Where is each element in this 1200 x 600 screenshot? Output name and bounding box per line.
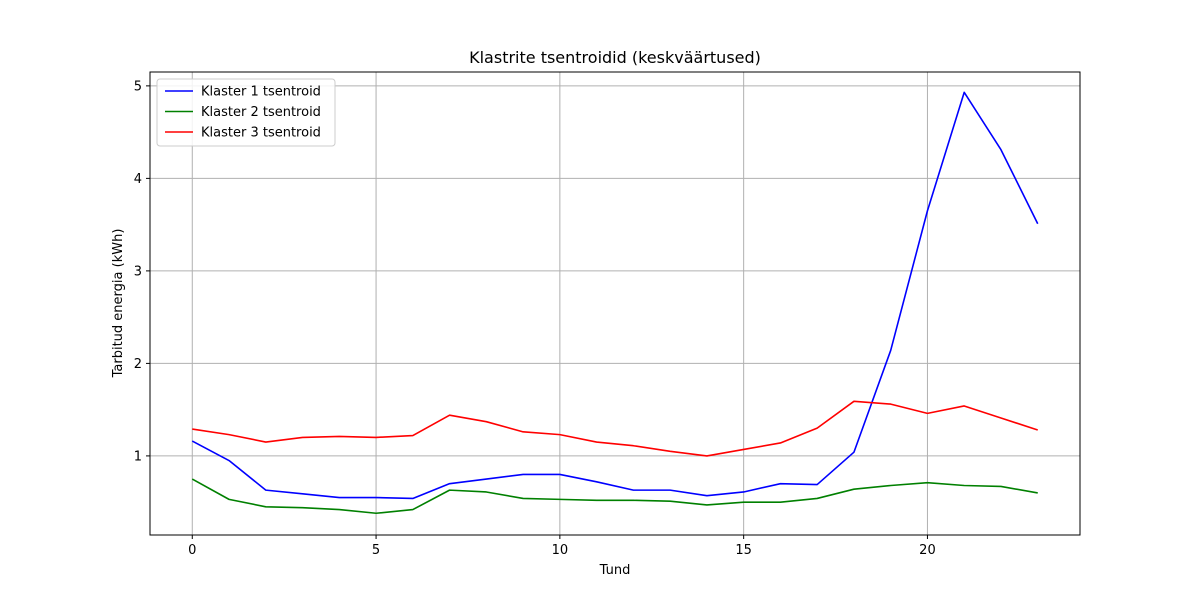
- y-tick-label: 4: [134, 172, 142, 187]
- x-tick-label: 0: [188, 543, 196, 558]
- y-tick-label: 1: [134, 449, 142, 464]
- x-tick-label: 10: [552, 543, 569, 558]
- legend-label-klaster-1: Klaster 1 tsentroid: [201, 85, 321, 100]
- x-tick-label: 20: [919, 543, 936, 558]
- y-axis-title: Tarbitud energia (kWh): [111, 229, 126, 379]
- y-tick-label: 2: [134, 357, 142, 372]
- series-line-klaster-3: [192, 400, 1038, 457]
- x-axis-ticks: 0 5 10 15 20: [188, 535, 936, 558]
- chart-title: Klastrite tsentroidid (keskväärtused): [469, 48, 761, 67]
- legend-box: [156, 78, 336, 147]
- legend-label-klaster-3: Klaster 3 tsentroid: [201, 126, 321, 141]
- x-tick-label: 5: [372, 543, 380, 558]
- x-tick-label: 15: [735, 543, 752, 558]
- series-layer: [191, 91, 1039, 515]
- y-axis-ticks: 1 2 3 4 5: [134, 79, 150, 464]
- x-axis-title: Tund: [599, 563, 631, 578]
- series-line-klaster-1: [191, 91, 1039, 500]
- legend-label-klaster-2: Klaster 2 tsentroid: [201, 105, 321, 120]
- plot-frame: [149, 71, 1081, 536]
- y-tick-label: 3: [134, 264, 142, 279]
- y-tick-label: 5: [134, 79, 142, 94]
- grid-lines: [150, 72, 1080, 535]
- legend: Klaster 1 tsentroid Klaster 2 tsentroid Kl…: [156, 78, 336, 147]
- series-line-klaster-2: [191, 478, 1038, 515]
